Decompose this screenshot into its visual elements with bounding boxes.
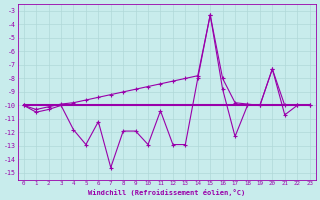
X-axis label: Windchill (Refroidissement éolien,°C): Windchill (Refroidissement éolien,°C) (88, 189, 245, 196)
